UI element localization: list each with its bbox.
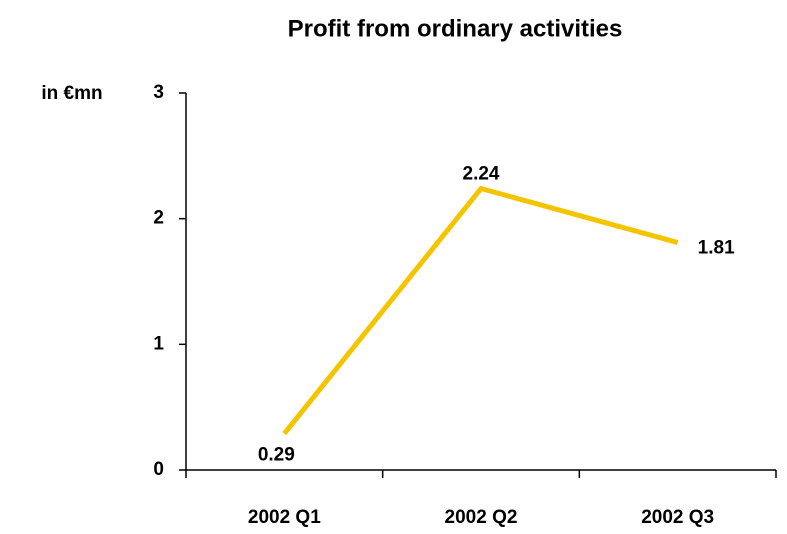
y-tick-label: 3 — [153, 82, 164, 103]
line — [282, 186, 679, 436]
x-tick-label: 2002 Q2 — [445, 507, 518, 528]
chart-title: Profit from ordinary activities — [288, 15, 623, 42]
x-tick-label: 2002 Q1 — [248, 507, 321, 528]
y-axis-label: in €mn — [41, 83, 102, 104]
data-label: 1.81 — [698, 238, 735, 259]
y-tick-label: 0 — [153, 459, 164, 480]
x-tick-label: 2002 Q3 — [641, 507, 714, 528]
data-label: 2.24 — [463, 164, 500, 185]
y-tick-label: 1 — [153, 333, 164, 354]
data-label: 0.29 — [258, 445, 295, 466]
y-tick-label: 2 — [153, 208, 164, 229]
